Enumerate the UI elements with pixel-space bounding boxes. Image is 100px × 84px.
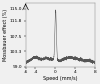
X-axis label: Speed (mm/s): Speed (mm/s) [43, 76, 78, 81]
Y-axis label: Mossbauer effect (%): Mossbauer effect (%) [4, 9, 8, 61]
